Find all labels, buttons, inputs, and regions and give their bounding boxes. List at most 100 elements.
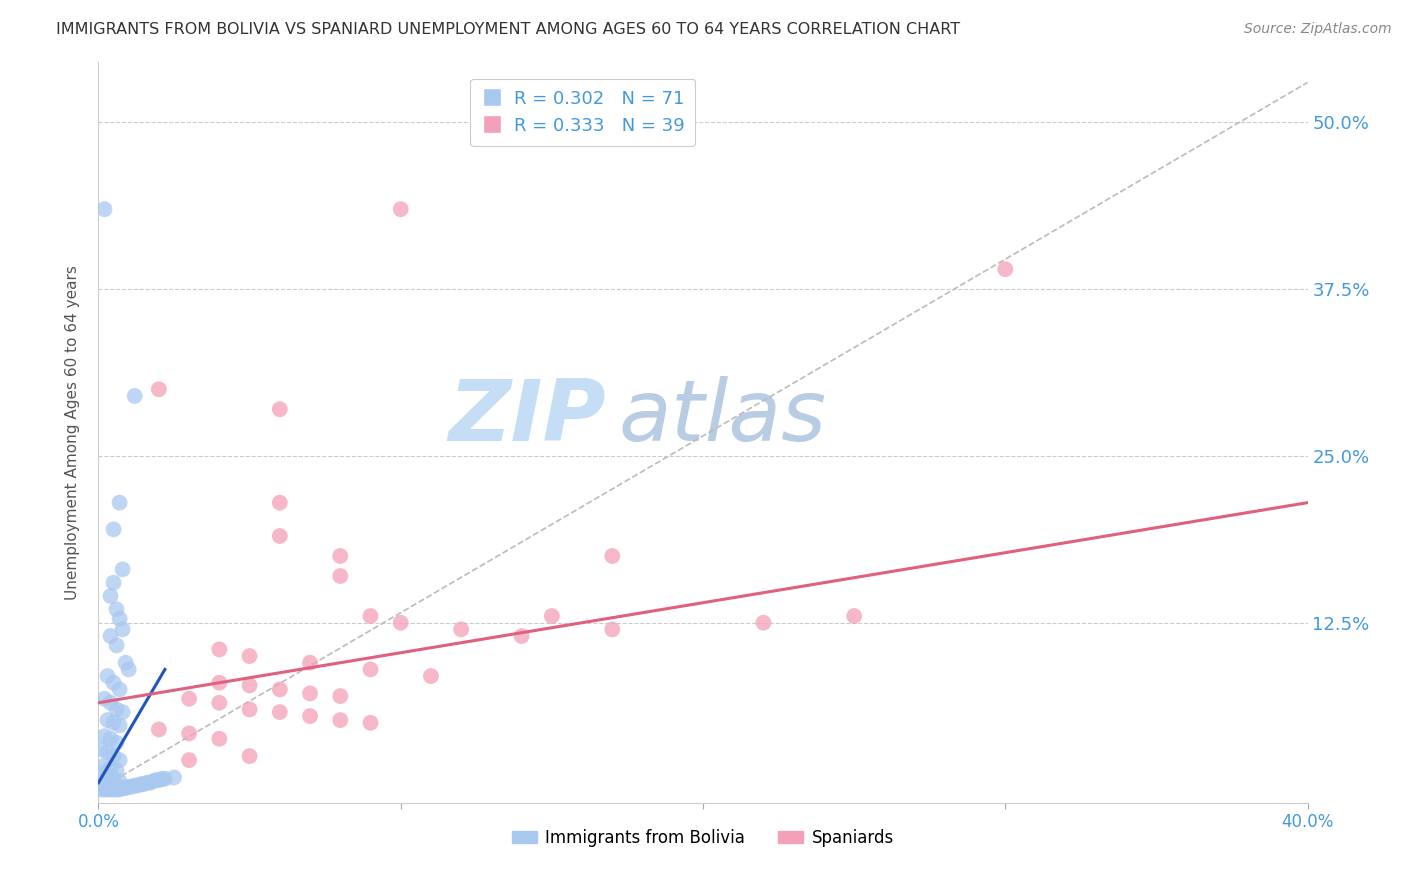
Point	[118, 662, 141, 676]
Point	[179, 726, 201, 740]
Point	[208, 675, 231, 690]
Point	[121, 780, 143, 794]
Point	[93, 777, 115, 791]
Point	[239, 749, 262, 764]
Point	[93, 758, 115, 772]
Point	[269, 529, 291, 543]
Point	[179, 753, 201, 767]
Point	[100, 731, 122, 746]
Point	[118, 780, 141, 794]
Point	[269, 496, 291, 510]
Point	[208, 731, 231, 746]
Point	[127, 779, 149, 793]
Point	[93, 729, 115, 743]
Point	[299, 686, 322, 700]
Point	[90, 776, 112, 790]
Point	[93, 691, 115, 706]
Point	[103, 715, 125, 730]
Point	[103, 772, 125, 786]
Point	[100, 629, 122, 643]
Point	[602, 549, 624, 563]
Point	[100, 779, 122, 793]
Point	[299, 656, 322, 670]
Point	[90, 766, 112, 780]
Point	[93, 782, 115, 797]
Point	[994, 262, 1017, 277]
Point	[844, 609, 866, 624]
Point	[111, 623, 134, 637]
Point	[269, 402, 291, 417]
Point	[100, 761, 122, 775]
Point	[148, 382, 170, 396]
Point	[129, 777, 152, 791]
Point	[96, 782, 118, 797]
Point	[510, 629, 533, 643]
Point	[163, 771, 186, 785]
Text: Source: ZipAtlas.com: Source: ZipAtlas.com	[1244, 22, 1392, 37]
Point	[96, 779, 118, 793]
Point	[124, 389, 146, 403]
Point	[108, 774, 131, 789]
Point	[450, 623, 472, 637]
Point	[208, 642, 231, 657]
Point	[100, 696, 122, 710]
Point	[208, 696, 231, 710]
Point	[145, 773, 167, 788]
Point	[148, 773, 170, 788]
Point	[360, 715, 382, 730]
Point	[103, 575, 125, 590]
Point	[90, 742, 112, 756]
Point	[96, 713, 118, 727]
Point	[329, 569, 352, 583]
Point	[142, 774, 165, 789]
Point	[111, 562, 134, 576]
Point	[108, 718, 131, 732]
Point	[124, 779, 146, 793]
Point	[105, 702, 128, 716]
Point	[90, 782, 112, 797]
Point	[105, 639, 128, 653]
Point	[752, 615, 775, 630]
Point	[360, 609, 382, 624]
Text: ZIP: ZIP	[449, 376, 606, 459]
Point	[114, 781, 136, 796]
Point	[108, 753, 131, 767]
Point	[114, 656, 136, 670]
Point	[389, 615, 412, 630]
Point	[139, 776, 162, 790]
Point	[153, 772, 176, 786]
Point	[105, 736, 128, 750]
Point	[105, 764, 128, 778]
Point	[132, 777, 155, 791]
Point	[148, 723, 170, 737]
Point	[103, 675, 125, 690]
Point	[108, 612, 131, 626]
Point	[96, 669, 118, 683]
Point	[299, 709, 322, 723]
Text: IMMIGRANTS FROM BOLIVIA VS SPANIARD UNEMPLOYMENT AMONG AGES 60 TO 64 YEARS CORRE: IMMIGRANTS FROM BOLIVIA VS SPANIARD UNEM…	[56, 22, 960, 37]
Point	[93, 780, 115, 794]
Point	[100, 782, 122, 797]
Point	[329, 549, 352, 563]
Point	[108, 682, 131, 697]
Point	[103, 522, 125, 536]
Point	[105, 782, 128, 797]
Point	[602, 623, 624, 637]
Point	[90, 780, 112, 794]
Point	[269, 682, 291, 697]
Point	[96, 745, 118, 759]
Point	[111, 781, 134, 796]
Point	[105, 602, 128, 616]
Text: atlas: atlas	[619, 376, 827, 459]
Point	[96, 781, 118, 796]
Point	[108, 782, 131, 797]
Point	[239, 678, 262, 692]
Point	[329, 689, 352, 703]
Point	[96, 769, 118, 783]
Point	[96, 780, 118, 794]
Point	[389, 202, 412, 217]
Point	[90, 781, 112, 796]
Point	[329, 713, 352, 727]
Point	[150, 772, 173, 786]
Point	[179, 691, 201, 706]
